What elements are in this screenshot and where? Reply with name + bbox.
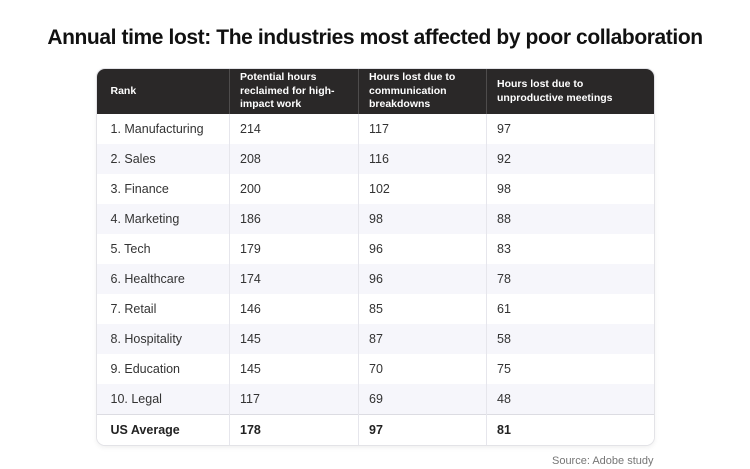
table-row-education: 9. Education 145 70 75 [96,354,654,385]
table-row-retail: 7. Retail 146 85 61 [96,294,654,325]
value-cell: 174 [229,264,359,295]
value-cell: 58 [486,324,654,355]
page-title: Annual time lost: The industries most af… [47,26,703,49]
rank-cell: 7. Retail [96,294,230,325]
value-cell: 97 [358,414,487,446]
value-cell: 69 [358,384,487,415]
column-header-unproductive-meetings: Hours lost due to unproductive meetings [486,69,654,115]
value-cell: 208 [229,144,359,175]
industries-table: Rank Potential hours reclaimed for high-… [96,69,654,446]
value-cell: 75 [486,354,654,385]
value-cell: 214 [229,114,359,145]
table-row-tech: 5. Tech 179 96 83 [96,234,654,265]
value-cell: 117 [229,384,359,415]
column-header-reclaimed-hours: Potential hours reclaimed for high-impac… [229,69,359,115]
table-card: Rank Potential hours reclaimed for high-… [95,68,655,447]
value-cell: 83 [486,234,654,265]
rank-cell: 1. Manufacturing [96,114,230,145]
value-cell: 179 [229,234,359,265]
value-cell: 92 [486,144,654,175]
value-cell: 98 [358,204,487,235]
table-row-hospitality: 8. Hospitality 145 87 58 [96,324,654,355]
value-cell: 96 [358,264,487,295]
value-cell: 85 [358,294,487,325]
rank-cell: 3. Finance [96,174,230,205]
rank-cell: 10. Legal [96,384,230,415]
value-cell: 81 [486,414,654,446]
value-cell: 98 [486,174,654,205]
value-cell: 186 [229,204,359,235]
rank-cell: 6. Healthcare [96,264,230,295]
value-cell: 78 [486,264,654,295]
column-header-rank: Rank [96,69,230,115]
rank-cell: 9. Education [96,354,230,385]
value-cell: 102 [358,174,487,205]
rank-cell: 8. Hospitality [96,324,230,355]
value-cell: 97 [486,114,654,145]
table-row-sales: 2. Sales 208 116 92 [96,144,654,175]
value-cell: 178 [229,414,359,446]
table-row-healthcare: 6. Healthcare 174 96 78 [96,264,654,295]
infographic-page: Annual time lost: The industries most af… [0,26,750,467]
table-row-marketing: 4. Marketing 186 98 88 [96,204,654,235]
value-cell: 117 [358,114,487,145]
value-cell: 70 [358,354,487,385]
value-cell: 48 [486,384,654,415]
rank-cell: 5. Tech [96,234,230,265]
rank-cell: US Average [96,414,230,446]
table-row-legal: 10. Legal 117 69 48 [96,384,654,415]
source-attribution: Source: Adobe study [551,455,654,468]
column-header-communication-breakdowns: Hours lost due to communication breakdow… [358,69,487,115]
value-cell: 146 [229,294,359,325]
value-cell: 87 [358,324,487,355]
value-cell: 200 [229,174,359,205]
rank-cell: 2. Sales [96,144,230,175]
value-cell: 88 [486,204,654,235]
value-cell: 145 [229,354,359,385]
value-cell: 96 [358,234,487,265]
table-row-us-average: US Average 178 97 81 [96,414,654,446]
value-cell: 116 [358,144,487,175]
table-row-finance: 3. Finance 200 102 98 [96,174,654,205]
rank-cell: 4. Marketing [96,204,230,235]
value-cell: 145 [229,324,359,355]
header-row: Rank Potential hours reclaimed for high-… [96,69,654,115]
table-row-manufacturing: 1. Manufacturing 214 117 97 [96,114,654,145]
value-cell: 61 [486,294,654,325]
